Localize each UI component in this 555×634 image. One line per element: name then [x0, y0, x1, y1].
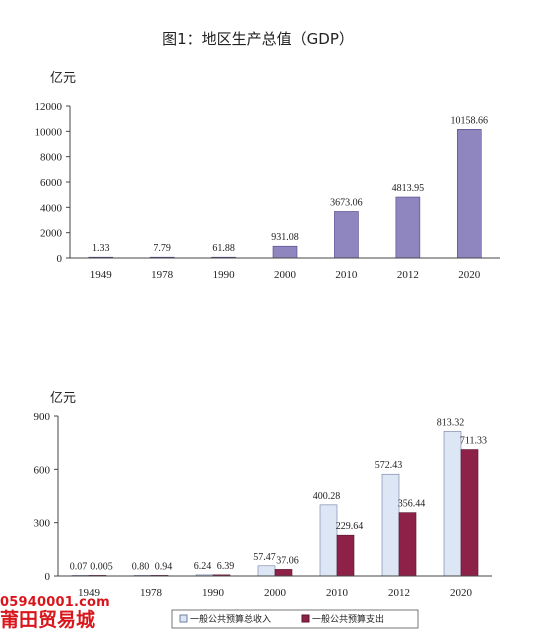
bar	[456, 129, 482, 259]
y-tick-label: 300	[34, 518, 51, 530]
legend-label-expense: 一般公共预算支出	[312, 613, 384, 625]
y-tick-label: 900	[34, 411, 51, 423]
bar-income	[381, 473, 400, 577]
x-tick-label: 2010	[326, 587, 349, 599]
bar	[334, 211, 359, 259]
bar-value-label: 10158.66	[451, 115, 489, 126]
y-tick-label: 8000	[40, 152, 63, 164]
y-tick-label: 10000	[35, 126, 63, 138]
x-tick-label: 2012	[397, 269, 419, 281]
income-value-label: 400.28	[313, 491, 341, 502]
y-tick-label: 600	[34, 464, 51, 476]
legend-swatch-income	[179, 614, 188, 623]
y-axis-unit: 亿元	[50, 71, 76, 86]
bar-expense	[274, 569, 293, 577]
x-tick-label: 2012	[388, 587, 410, 599]
y-tick-label: 4000	[40, 202, 63, 214]
x-tick-label: 1990	[202, 587, 225, 599]
bar-value-label: 7.79	[153, 243, 171, 254]
bar	[395, 196, 421, 259]
legend-swatch-expense	[301, 614, 310, 623]
x-tick-label: 2020	[458, 269, 481, 281]
x-tick-label: 2010	[335, 269, 358, 281]
y-tick-label: 0	[57, 253, 63, 265]
bar-income	[319, 504, 338, 577]
y-axis-unit: 亿元	[50, 391, 76, 406]
x-tick-label: 2000	[264, 587, 287, 599]
expense-value-label: 6.39	[217, 561, 235, 572]
bar-value-label: 931.08	[271, 232, 299, 243]
expense-value-label: 229.64	[336, 521, 364, 532]
bar-expense	[398, 512, 417, 577]
legend-label-income: 一般公共预算总收入	[190, 613, 271, 625]
bar-value-label: 1.33	[92, 243, 110, 254]
watermark: 05940001.com 莆田贸易城	[0, 596, 140, 630]
bar-expense	[336, 534, 355, 577]
legend-frame	[171, 609, 419, 629]
x-tick-label: 1978	[140, 587, 163, 599]
income-value-label: 57.47	[253, 552, 276, 563]
bar-value-label: 61.88	[212, 243, 235, 254]
chart-title: 图1：地区生产总值（GDP）	[162, 30, 354, 48]
x-tick-label: 2000	[274, 269, 297, 281]
expense-value-label: 37.06	[276, 555, 299, 566]
expense-value-label: 711.33	[460, 436, 487, 447]
x-tick-label: 1978	[151, 269, 174, 281]
bar-value-label: 3673.06	[330, 197, 363, 208]
watermark-name: 莆田贸易城	[0, 609, 96, 631]
bar-income	[257, 565, 276, 577]
expense-value-label: 0.005	[90, 561, 113, 572]
bar-expense	[460, 449, 479, 577]
expense-value-label: 0.94	[155, 561, 173, 572]
bar-value-label: 4813.95	[392, 183, 425, 194]
watermark-url: 05940001.com	[0, 595, 110, 610]
y-tick-label: 2000	[40, 228, 63, 240]
y-tick-label: 6000	[40, 177, 63, 189]
income-value-label: 0.07	[70, 561, 88, 572]
legend: 一般公共预算总收入 一般公共预算支出	[171, 609, 419, 629]
income-value-label: 572.43	[375, 460, 403, 471]
x-tick-label: 1990	[213, 269, 236, 281]
bar-income	[443, 431, 462, 577]
x-tick-label: 1949	[90, 269, 113, 281]
income-value-label: 0.80	[132, 561, 150, 572]
income-value-label: 6.24	[194, 561, 212, 572]
x-tick-label: 1949	[78, 587, 101, 599]
expense-value-label: 356.44	[398, 499, 426, 510]
y-tick-label: 12000	[35, 101, 63, 113]
gdp-chart: 图1：地区生产总值（GDP） 亿元 0 2000 4000 6000 8000 10000…	[35, 30, 500, 281]
income-value-label: 813.32	[437, 417, 465, 428]
x-tick-label: 2020	[450, 587, 473, 599]
y-tick-label: 0	[45, 571, 51, 583]
